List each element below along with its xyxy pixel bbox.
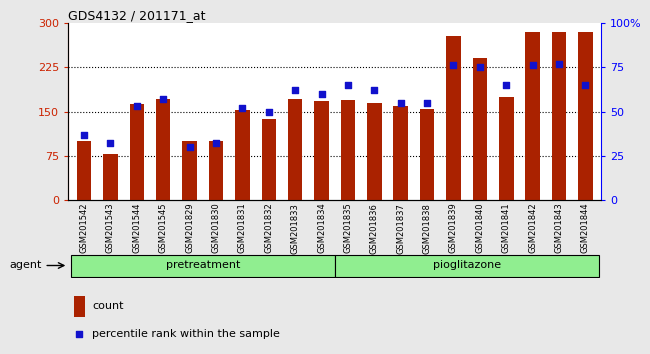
Point <box>501 82 512 88</box>
Point <box>185 144 195 150</box>
Text: GSM201841: GSM201841 <box>502 202 511 253</box>
Text: GDS4132 / 201171_at: GDS4132 / 201171_at <box>68 9 206 22</box>
Text: GSM201835: GSM201835 <box>343 202 352 253</box>
Bar <box>77 141 92 200</box>
Point <box>527 63 538 68</box>
Text: GSM201542: GSM201542 <box>79 202 88 253</box>
Bar <box>156 98 170 200</box>
Text: GSM201839: GSM201839 <box>449 202 458 253</box>
Point <box>237 105 248 111</box>
Bar <box>71 255 335 277</box>
Text: GSM201842: GSM201842 <box>528 202 537 253</box>
Text: GSM201831: GSM201831 <box>238 202 247 253</box>
Point <box>422 100 432 105</box>
Point <box>317 91 327 97</box>
Bar <box>73 296 85 316</box>
Text: GSM201840: GSM201840 <box>475 202 484 253</box>
Point <box>290 87 300 93</box>
Point <box>211 141 221 146</box>
Point <box>264 109 274 114</box>
Text: pioglitazone: pioglitazone <box>433 261 500 270</box>
Text: GSM201829: GSM201829 <box>185 202 194 253</box>
Bar <box>393 105 408 200</box>
Bar <box>578 32 593 200</box>
Point <box>132 103 142 109</box>
Text: count: count <box>92 301 124 311</box>
Bar <box>288 98 302 200</box>
Bar <box>473 58 487 200</box>
Text: GSM201833: GSM201833 <box>291 202 300 253</box>
Text: GSM201545: GSM201545 <box>159 202 168 253</box>
Bar <box>103 154 118 200</box>
Bar <box>525 32 540 200</box>
Text: GSM201837: GSM201837 <box>396 202 405 253</box>
Bar <box>367 103 382 200</box>
Text: GSM201843: GSM201843 <box>554 202 564 253</box>
Text: GSM201836: GSM201836 <box>370 202 379 253</box>
Point <box>105 141 116 146</box>
Bar <box>420 109 434 200</box>
Text: GSM201834: GSM201834 <box>317 202 326 253</box>
Text: GSM201838: GSM201838 <box>422 202 432 253</box>
Text: GSM201832: GSM201832 <box>265 202 273 253</box>
Bar <box>129 104 144 200</box>
Point <box>580 82 591 88</box>
Bar <box>183 141 197 200</box>
Text: GSM201544: GSM201544 <box>133 202 141 253</box>
Text: percentile rank within the sample: percentile rank within the sample <box>92 329 280 339</box>
Bar <box>552 32 566 200</box>
Text: GSM201844: GSM201844 <box>581 202 590 253</box>
Point <box>448 63 459 68</box>
Bar <box>447 36 461 200</box>
Bar <box>209 141 223 200</box>
Text: pretreatment: pretreatment <box>166 261 240 270</box>
Point <box>79 132 89 137</box>
Text: GSM201543: GSM201543 <box>106 202 115 253</box>
Point <box>395 100 406 105</box>
Text: GSM201830: GSM201830 <box>211 202 220 253</box>
Bar <box>341 100 355 200</box>
Point <box>474 64 485 70</box>
Bar <box>315 101 329 200</box>
Point <box>158 96 168 102</box>
Point <box>343 82 353 88</box>
Point <box>369 87 380 93</box>
Bar <box>261 119 276 200</box>
Bar <box>235 110 250 200</box>
Point <box>432 198 442 204</box>
Bar <box>499 97 514 200</box>
Text: agent: agent <box>10 261 42 270</box>
Bar <box>335 255 599 277</box>
Point <box>554 61 564 67</box>
